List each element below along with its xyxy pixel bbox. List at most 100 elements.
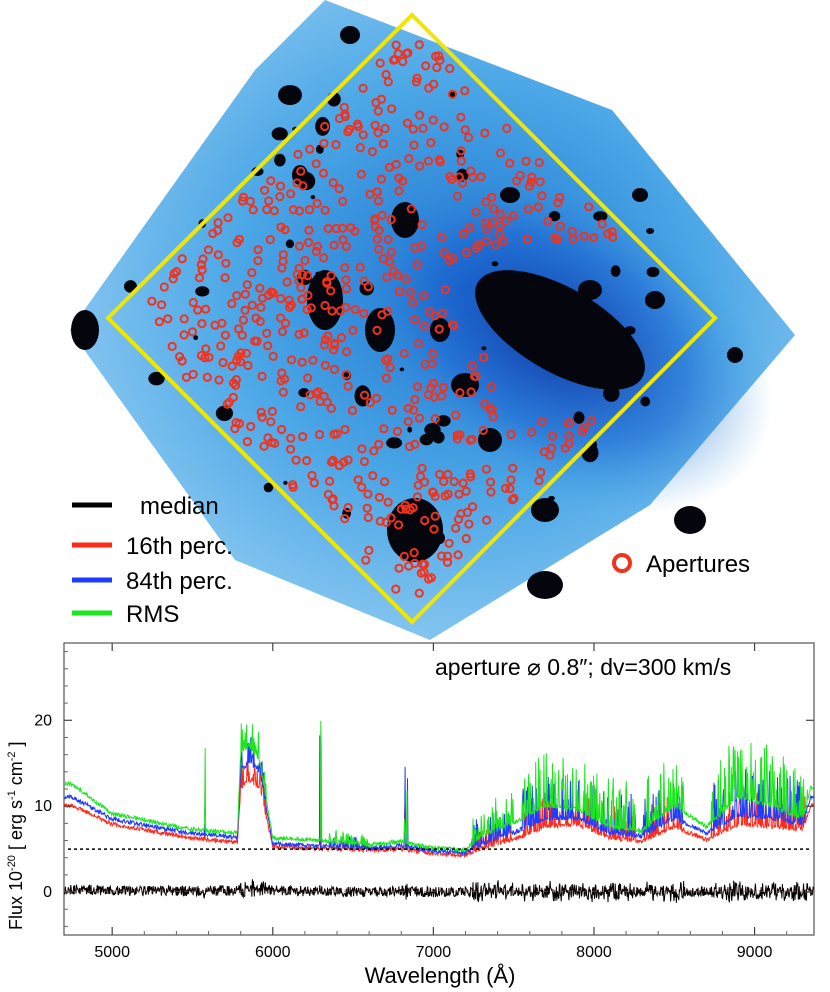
aperture-circle: [350, 226, 360, 236]
aperture-circle: [454, 172, 464, 182]
aperture-circle: [482, 224, 492, 234]
aperture-circle: [341, 241, 351, 252]
aperture-circle: [278, 387, 288, 397]
aperture-circle: [371, 393, 382, 403]
aperture-circle: [343, 381, 353, 391]
source-blob: [554, 362, 564, 372]
aperture-circle: [384, 257, 395, 267]
aperture-circle: [265, 235, 275, 245]
aperture-circle: [455, 388, 465, 398]
aperture-circle: [343, 502, 353, 513]
aperture-circle: [456, 509, 466, 519]
aperture-circle: [402, 118, 413, 128]
aperture-circle: [547, 431, 558, 441]
aperture-circle: [315, 396, 325, 407]
aperture-circle: [608, 232, 618, 242]
aperture-circle: [488, 412, 498, 422]
x-tick-label: 7000: [416, 944, 452, 961]
aperture-circle: [216, 341, 226, 351]
aperture-circle: [322, 277, 332, 287]
aperture-circle: [452, 191, 463, 201]
aperture-circle: [232, 355, 242, 365]
aperture-circle: [362, 503, 372, 513]
aperture-circle: [395, 286, 405, 297]
source-blob: [195, 286, 210, 297]
aperture-circle: [334, 184, 344, 194]
aperture-circle: [387, 405, 397, 415]
aperture-circle: [202, 372, 212, 382]
aperture-circle: [466, 387, 476, 397]
field-image: [70, 0, 795, 640]
aperture-circle: [419, 291, 429, 301]
source-blob: [593, 211, 608, 222]
sources: [71, 26, 743, 599]
aperture-circle: [496, 209, 506, 219]
aperture-circle: [535, 177, 545, 187]
aperture-circle: [398, 57, 408, 67]
aperture-circle: [262, 204, 272, 215]
aperture-circle: [373, 196, 383, 206]
aperture-circle: [586, 416, 596, 426]
aperture-circle: [304, 225, 314, 235]
source-blob: [491, 261, 499, 267]
source-blob: [263, 482, 274, 493]
aperture-circle: [147, 296, 157, 306]
aperture-circle: [508, 211, 518, 221]
source-blob: [315, 271, 321, 276]
aperture-circle: [187, 327, 198, 337]
plot-annotation: aperture ⌀ 0.8″; dv=300 km/s: [435, 654, 731, 680]
aperture-circle: [456, 156, 466, 166]
aperture-circle: [343, 127, 353, 137]
aperture-circle: [421, 61, 431, 71]
aperture-circle: [266, 176, 276, 186]
aperture-circle: [443, 551, 453, 561]
aperture-circle: [486, 477, 496, 487]
aperture-circle: [468, 502, 478, 512]
aperture-circle: [443, 489, 453, 499]
y-label-unit: [ erg s: [6, 800, 26, 855]
aperture-circle: [430, 511, 440, 521]
aperture-circle: [533, 202, 543, 212]
source-blob: [478, 428, 502, 452]
aperture-circle: [331, 223, 341, 234]
aperture-circle: [564, 431, 574, 441]
aperture-circle: [458, 229, 468, 239]
source-blob: [278, 85, 302, 105]
aperture-circle: [430, 414, 440, 424]
aperture-circle: [448, 320, 458, 330]
aperture-circle: [414, 338, 424, 349]
aperture-circle: [327, 495, 337, 505]
legend-rms-label: RMS: [126, 601, 179, 628]
aperture-circle: [353, 475, 363, 485]
aperture-circle: [342, 284, 352, 294]
aperture-circle: [277, 326, 288, 337]
aperture-circle: [374, 492, 384, 502]
aperture-circle: [456, 112, 466, 122]
source-blob: [610, 265, 621, 277]
x-tick-label: 5000: [94, 944, 130, 961]
aperture-circle: [412, 492, 423, 502]
aperture-circle: [264, 290, 274, 300]
aperture-circle: [357, 482, 367, 492]
aperture-circle: [330, 340, 340, 350]
aperture-circle: [320, 360, 330, 370]
aperture-circle: [227, 299, 237, 309]
aperture-circle: [302, 456, 312, 466]
aperture-circle: [579, 231, 589, 241]
aperture-circle: [197, 319, 207, 329]
aperture-circle: [256, 407, 266, 417]
aperture-circle: [414, 40, 424, 50]
source-blob: [215, 405, 233, 421]
aperture-circle: [486, 487, 496, 497]
aperture-circle: [238, 192, 248, 202]
aperture-circle: [355, 262, 365, 272]
aperture-circle: [311, 246, 321, 256]
source-blob: [646, 266, 660, 278]
aperture-circle: [154, 317, 164, 327]
aperture-circle: [526, 427, 537, 437]
aperture-circle: [188, 297, 198, 308]
source-blob: [434, 531, 446, 545]
aperture-circle: [452, 434, 462, 444]
aperture-circle: [521, 156, 531, 166]
aperture-circle: [340, 424, 350, 435]
